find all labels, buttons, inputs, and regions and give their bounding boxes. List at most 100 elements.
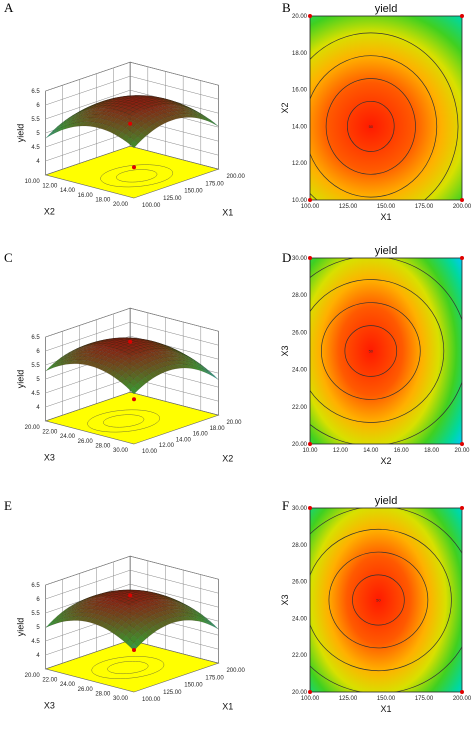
floor-projection [44, 391, 220, 445]
x-tick-label: 12.00 [159, 443, 175, 449]
z-gridline [45, 75, 219, 106]
z-tick-label: 4 [36, 653, 40, 659]
z-tick-label: 5.5 [31, 363, 40, 369]
design-point [308, 256, 312, 260]
design-point [460, 14, 464, 18]
contour-line [310, 528, 452, 672]
contour-line [328, 551, 429, 649]
design-point [460, 442, 464, 446]
floor-contour [87, 409, 160, 433]
surface-plot-c: C 4 4.5 5 5.5 6 6.5 yield 10.0012.0014.0016.0018… [4, 250, 242, 464]
z-tick-label: 6 [36, 103, 40, 109]
z-gridline [45, 61, 219, 92]
z-tick-label: 5 [36, 377, 40, 383]
z-axis-title: yield [16, 124, 26, 143]
design-point [308, 14, 312, 18]
x-tick-label: 150.00 [377, 696, 396, 702]
z-tick-label: 5.5 [31, 611, 40, 617]
y-tick-label: 20.00 [292, 442, 308, 448]
contour-line [347, 100, 395, 152]
x-tick-label: 175.00 [205, 181, 224, 187]
y-tick-label: 24.00 [60, 434, 76, 440]
z-tick-label: 6.5 [31, 89, 40, 95]
design-point [460, 506, 464, 510]
panel-letter: D [282, 250, 291, 265]
floor-contour [103, 414, 145, 428]
z-gridline [45, 321, 219, 352]
y-tick-label: 30.00 [113, 448, 129, 454]
x-axis-title: X1 [222, 208, 233, 218]
x-tick-label: 150.00 [184, 683, 203, 689]
x-tick-label: 10.00 [302, 448, 318, 454]
y-tick-label: 12.00 [42, 184, 58, 190]
x-tick-label: 16.00 [394, 448, 410, 454]
x-axis-title: X1 [222, 702, 233, 712]
z-tick-label: 6.5 [31, 583, 40, 589]
contour-title: yield [375, 245, 398, 257]
y-axis-title: X2 [44, 206, 55, 216]
y-tick-label: 20.00 [113, 202, 129, 208]
y-tick-label: 20.00 [292, 14, 308, 20]
contour-title: yield [375, 3, 398, 15]
x-tick-label: 125.00 [339, 696, 358, 702]
z-tick-label: 6 [36, 349, 40, 355]
response-surface [45, 337, 219, 395]
design-point [128, 121, 133, 126]
y-axis-title: X3 [44, 700, 55, 710]
x-tick-label: 175.00 [415, 204, 434, 210]
z-tick-label: 6 [36, 597, 40, 603]
surface-plot-e: E 4 4.5 5 5.5 6 6.5 yield 100.00125.00150.00175.… [4, 498, 245, 712]
x-tick-label: 125.00 [339, 204, 358, 210]
center-contour-label: 50 [376, 598, 381, 603]
y-tick-label: 22.00 [42, 678, 58, 684]
x-tick-label: 125.00 [163, 690, 182, 696]
contour-lines [310, 508, 462, 692]
y-tick-label: 26.00 [78, 439, 94, 445]
x-tick-label: 20.00 [226, 420, 242, 426]
z-axis-title: yield [16, 618, 26, 637]
z-axis-title: yield [16, 370, 26, 389]
center-contour-label: 50 [369, 349, 374, 354]
x-tick-label: 150.00 [184, 189, 203, 195]
surface-plot-a: A 4 4.5 5 5.5 6 6.5 yield 100.00125.00150.00175.… [4, 0, 245, 218]
contour-fill [310, 508, 462, 692]
floor-projection [44, 145, 220, 199]
x-tick-label: 20.00 [454, 448, 470, 454]
z-tick-label: 4 [36, 405, 40, 411]
y-tick-label: 16.00 [78, 193, 94, 199]
design-point [460, 256, 464, 260]
x-tick-label: 200.00 [226, 668, 245, 674]
x-axis-title: X2 [222, 454, 233, 464]
x-tick-label: 125.00 [163, 196, 182, 202]
contour-line [310, 32, 459, 200]
y-tick-label: 14.00 [60, 188, 76, 194]
contour-line [325, 78, 416, 175]
floor-contour [100, 164, 174, 188]
y-tick-label: 22.00 [292, 405, 308, 411]
contour-line [310, 55, 438, 198]
x-tick-label: 200.00 [453, 696, 472, 702]
z-tick-label: 5.5 [31, 117, 40, 123]
y-tick-label: 14.00 [292, 124, 308, 130]
z-tick-label: 6.5 [31, 335, 40, 341]
contour-fill [310, 258, 462, 444]
y-tick-label: 12.00 [292, 161, 308, 167]
contour-line [344, 325, 398, 377]
z-tick-label: 5 [36, 131, 40, 137]
contour-lines [310, 32, 459, 200]
x-tick-label: 100.00 [301, 204, 320, 210]
y-tick-label: 28.00 [292, 543, 308, 549]
y-tick-label: 22.00 [42, 430, 58, 436]
z-gridline [45, 583, 219, 614]
plot-frame [309, 15, 463, 201]
x-tick-label: 100.00 [301, 696, 320, 702]
x-tick-label: 100.00 [142, 697, 161, 703]
y-tick-label: 24.00 [60, 682, 76, 688]
floor-contour [116, 169, 158, 183]
z-tick-label: 4.5 [31, 145, 40, 151]
floor-contour [91, 656, 165, 679]
y-tick-label: 26.00 [292, 330, 308, 336]
z-tick-label: 4 [36, 159, 40, 165]
